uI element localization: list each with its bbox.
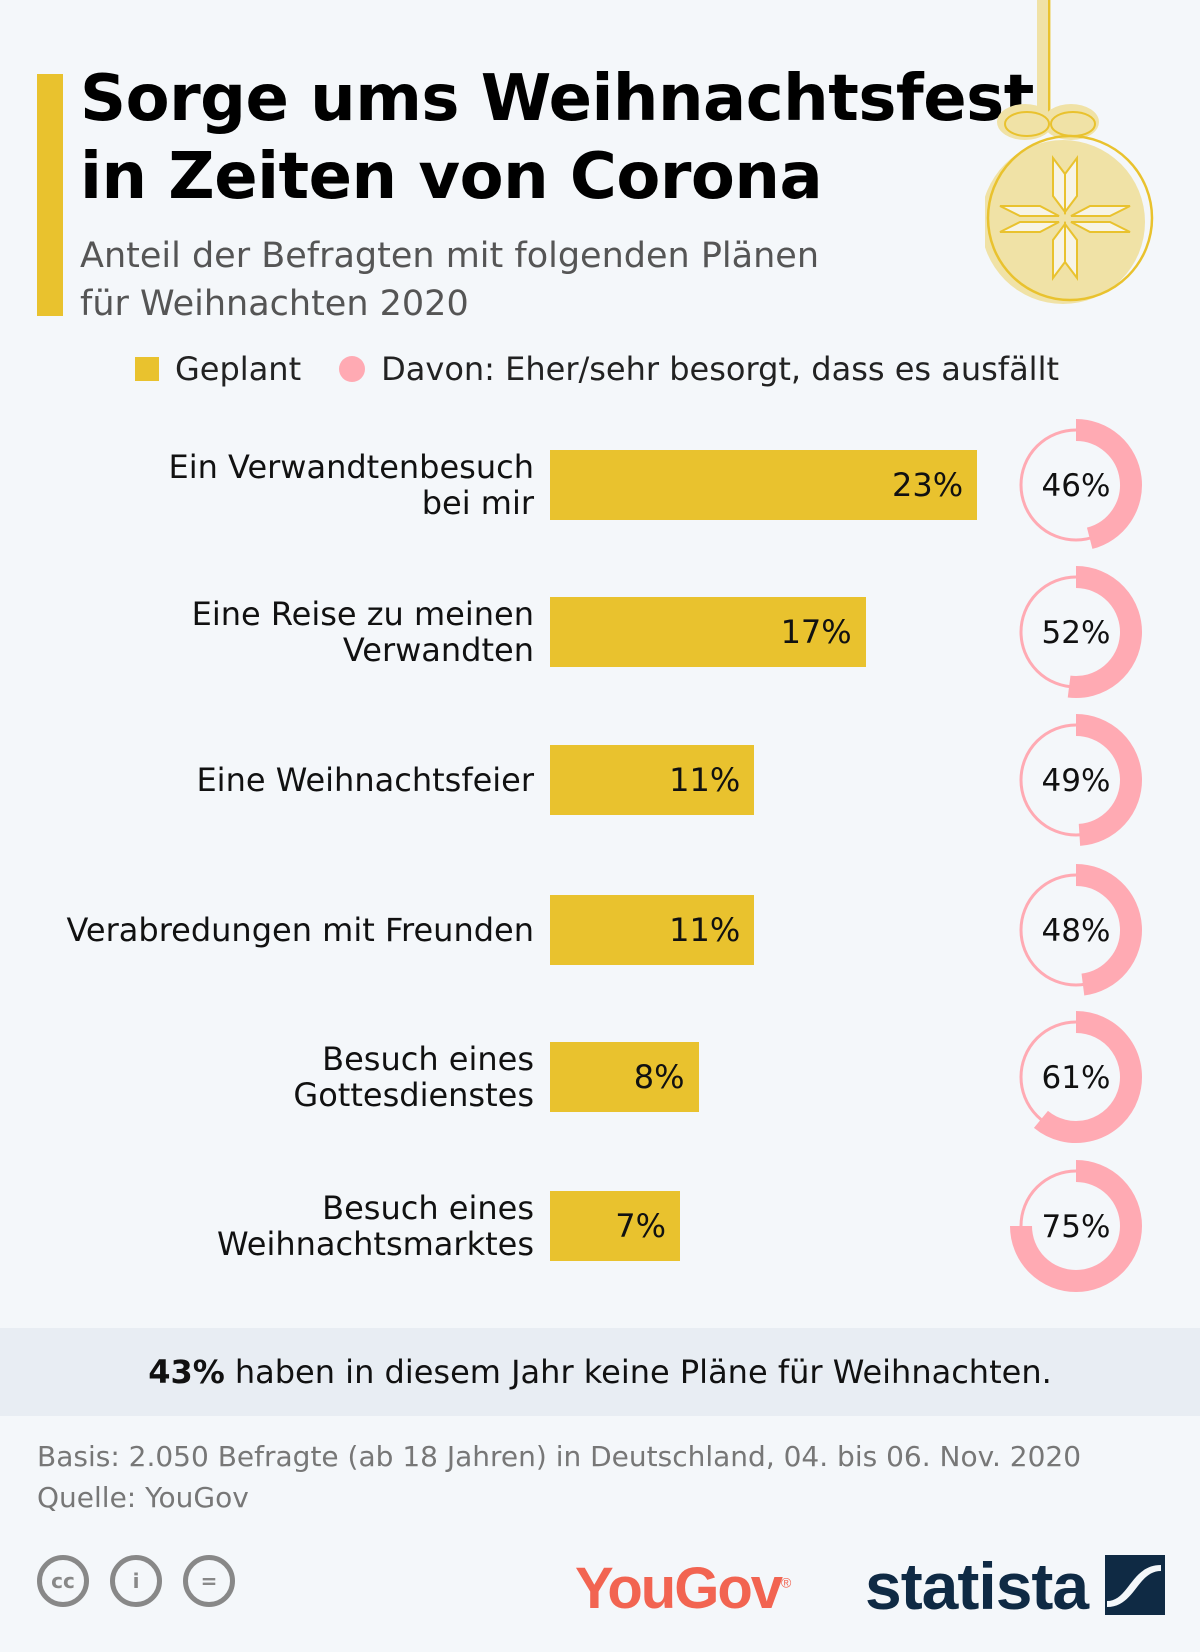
donut-value-label: 61% [1042,1060,1111,1096]
cc-license-icon[interactable]: cc [37,1555,89,1607]
donut-value-label: 49% [1042,763,1111,799]
statista-logo-text: statista [865,1549,1089,1623]
statista-logo: statista [865,1548,1089,1624]
donut-charts: 46% 52% 49% 48% 61% 75% [1010,419,1142,1292]
donut-arc-worried [1075,714,1142,846]
title-accent-bar [37,74,63,316]
legend-label-planned: Geplant [175,350,302,388]
donut-value-label: 52% [1042,615,1111,651]
bar-value-label: 11% [669,911,741,949]
bar-planned: 11% [550,895,755,965]
donut-arc-worried [1075,864,1142,996]
summary-banner: 43% haben in diesem Jahr keine Pläne für … [0,1328,1200,1416]
subtitle-line: Anteil der Befragten mit folgenden Pläne… [80,236,819,276]
donut-arc-worried [1067,566,1142,698]
category-label: Eine Reise zu meinen Verwandten [192,596,534,668]
category-label-line: Verwandten [342,631,534,669]
bar-value-label: 17% [780,613,852,651]
donut-value-label: 48% [1042,913,1111,949]
category-label-line: Eine Weihnachtsfeier [196,761,534,799]
donut-value-label: 46% [1042,468,1111,504]
cc-nd-icon[interactable]: = [183,1555,235,1607]
category-label-line: Ein Verwandtenbesuch [168,448,534,486]
category-label-line: bei mir [421,484,534,522]
bar-planned: 23% [550,450,978,520]
donut-arc-worried [1075,419,1142,549]
yougov-logo: YouGov® [575,1556,791,1621]
bar-value-label: 7% [615,1207,666,1245]
category-label: Eine Weihnachtsfeier [196,762,534,798]
bar-value-label: 23% [891,466,964,504]
title-line: Sorge ums Weihnachtsfest [80,62,1034,136]
bar-value-label: 11% [669,761,741,799]
statista-logo-icon [1105,1555,1165,1615]
bar-planned: 11% [550,745,755,815]
footnote-source: Quelle: YouGov [37,1481,249,1514]
title-line: in Zeiten von Corona [80,140,823,214]
yougov-logo-text: YouGov [575,1556,783,1621]
category-label: Besuch eines Gottesdienstes [293,1041,534,1113]
bar-value-label: 8% [633,1058,685,1096]
category-label-line: Verabredungen mit Freunden [66,911,534,949]
subtitle: Anteil der Befragten mit folgenden Pläne… [80,232,819,328]
page-title: Sorge ums Weihnachtsfest in Zeiten von Co… [80,60,1034,216]
donut-arc-worried [1010,1160,1142,1292]
bar-planned: 8% [550,1042,699,1112]
cc-by-icon[interactable]: i [110,1555,162,1607]
legend-swatch-worried [339,356,366,382]
bar-planned: 17% [550,597,866,667]
legend: Geplant Davon: Eher/sehr besorgt, dass e… [135,350,1059,388]
subtitle-line: für Weihnachten 2020 [80,284,469,324]
donut-value-label: 75% [1042,1209,1111,1245]
category-label-line: Eine Reise zu meinen [191,595,534,633]
footnote-basis: Basis: 2.050 Befragte (ab 18 Jahren) in … [37,1440,1082,1473]
category-label-line: Besuch eines [322,1189,534,1227]
christmas-ornament-icon [985,0,1154,304]
banner-text: haben in diesem Jahr keine Pläne für Wei… [234,1353,1052,1391]
category-label-line: Gottesdienstes [293,1076,534,1114]
donut-arc-worried [1033,1011,1142,1143]
legend-label-worried: Davon: Eher/sehr besorgt, dass es ausfäl… [381,350,1059,388]
bar-planned: 7% [550,1191,680,1261]
category-label-line: Weihnachtsmarktes [217,1225,534,1263]
banner-value: 43% [148,1353,225,1391]
category-label: Besuch eines Weihnachtsmarktes [217,1190,534,1262]
legend-swatch-planned [135,357,159,381]
category-label: Verabredungen mit Freunden [67,912,534,948]
category-label-line: Besuch eines [322,1040,534,1078]
category-label: Ein Verwandtenbesuch bei mir [168,449,534,521]
